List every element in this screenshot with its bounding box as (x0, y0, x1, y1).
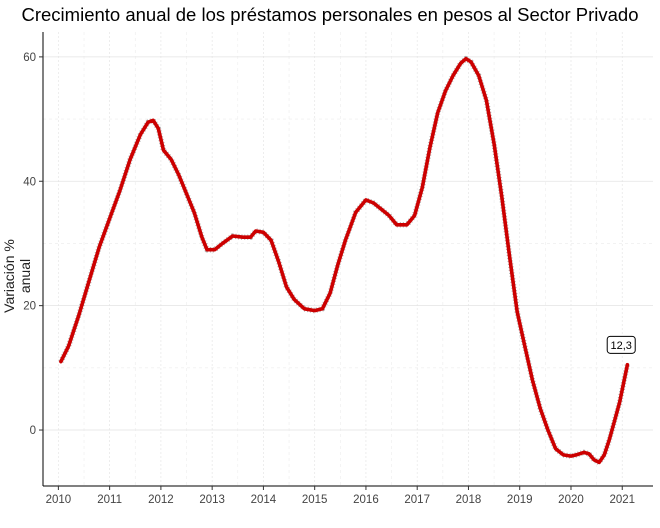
x-tick-label: 2014 (251, 494, 277, 506)
series-line (59, 56, 630, 465)
y-tick-label: 20 (23, 301, 36, 313)
x-tick-label: 2012 (148, 494, 174, 506)
x-tick-label: 2013 (199, 494, 225, 506)
y-tick-label: 0 (30, 425, 36, 437)
x-tick-label: 2020 (558, 494, 584, 506)
annotation-box (606, 335, 636, 354)
x-tick-label: 2015 (302, 494, 328, 506)
y-tick-label: 60 (23, 52, 36, 64)
y-tick-label: 40 (23, 176, 36, 188)
x-tick-label: 2017 (404, 494, 430, 506)
x-tick-label: 2019 (507, 494, 533, 506)
chart-title: Crecimiento anual de los préstamos perso… (21, 4, 639, 25)
x-tick-label: 2021 (609, 494, 635, 506)
annotation-label: 12,3 (611, 340, 632, 352)
x-tick-label: 2016 (353, 494, 379, 506)
x-tick-label: 2018 (456, 494, 482, 506)
x-tick-label: 2010 (46, 494, 72, 506)
x-tick-label: 2011 (97, 494, 122, 506)
